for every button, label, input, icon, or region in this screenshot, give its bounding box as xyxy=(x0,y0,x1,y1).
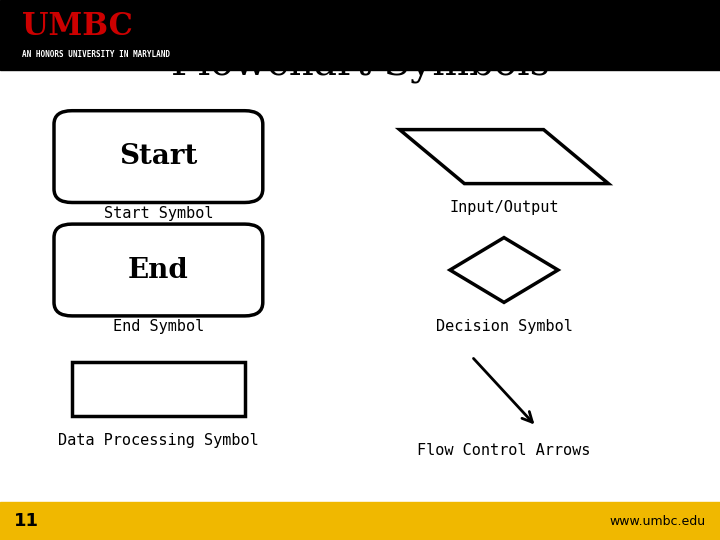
FancyBboxPatch shape xyxy=(54,111,263,202)
Text: Flowchart Symbols: Flowchart Symbols xyxy=(171,46,549,84)
Text: Flow Control Arrows: Flow Control Arrows xyxy=(418,443,590,458)
Text: Start: Start xyxy=(120,143,197,170)
Polygon shape xyxy=(450,238,558,302)
Bar xyxy=(0,502,720,540)
Text: Decision Symbol: Decision Symbol xyxy=(436,319,572,334)
Text: Input/Output: Input/Output xyxy=(449,200,559,215)
Polygon shape xyxy=(400,130,608,184)
Bar xyxy=(72,362,245,416)
Text: End Symbol: End Symbol xyxy=(113,319,204,334)
Text: AN HONORS UNIVERSITY IN MARYLAND: AN HONORS UNIVERSITY IN MARYLAND xyxy=(22,50,170,59)
Bar xyxy=(0,0,720,70)
Text: UMBC: UMBC xyxy=(22,11,132,42)
Text: www.umbc.edu: www.umbc.edu xyxy=(609,515,706,528)
Text: Start Symbol: Start Symbol xyxy=(104,206,213,221)
Text: 11: 11 xyxy=(14,512,40,530)
FancyBboxPatch shape xyxy=(54,224,263,316)
Text: Data Processing Symbol: Data Processing Symbol xyxy=(58,433,258,448)
Text: End: End xyxy=(128,256,189,284)
